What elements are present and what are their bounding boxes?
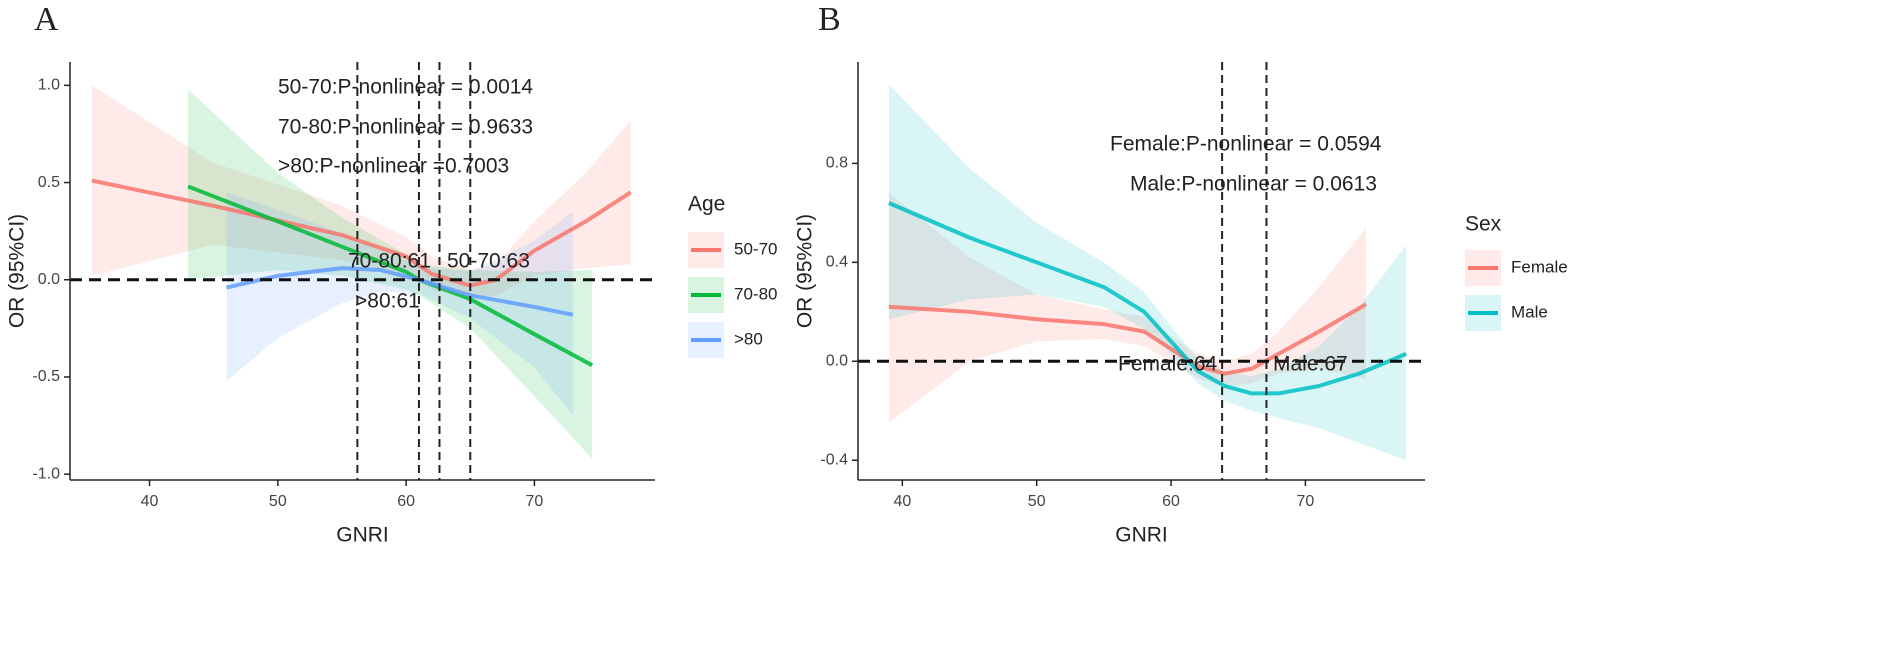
annotation: Female:P-nonlinear = 0.0594: [1110, 133, 1382, 156]
legend-label: 70-80: [734, 284, 777, 303]
confidence-band: [888, 84, 1407, 461]
x-tick-label: 70: [526, 493, 544, 510]
x-tick-label: 70: [1297, 493, 1315, 510]
x-axis-title: GNRI: [1115, 524, 1168, 547]
y-tick-label: -0.4: [820, 451, 848, 468]
y-tick-label: 0.8: [826, 155, 848, 172]
legend-title: Age: [688, 193, 725, 216]
fit-line: [888, 201, 1407, 396]
annotation: 70-80:P-nonlinear = 0.9633: [278, 116, 533, 139]
confidence-band: [226, 192, 573, 416]
y-tick-label: 1.0: [38, 77, 60, 94]
y-tick-label: 0.0: [826, 352, 848, 369]
legend-label: Male: [1511, 302, 1548, 321]
x-tick-label: 60: [397, 493, 415, 510]
x-tick-label: 50: [1028, 493, 1046, 510]
fit-line: [187, 184, 594, 368]
y-tick-label: -0.5: [32, 368, 60, 385]
y-tick-label: -1.0: [32, 465, 60, 482]
legend-label: >80: [734, 329, 763, 348]
y-tick-label: 0.5: [38, 174, 60, 191]
x-tick-label: 60: [1162, 493, 1180, 510]
annotation: >80:P-nonlinear =0.7003: [278, 155, 509, 178]
confidence-band: [888, 193, 1366, 424]
y-tick-label: 0.4: [826, 254, 848, 271]
panel-label: A: [34, 1, 59, 38]
legend-label: 50-70: [734, 239, 777, 258]
annotation: Male:P-nonlinear = 0.0613: [1130, 173, 1377, 196]
confidence-band: [91, 85, 631, 300]
annotation: Male:67: [1273, 353, 1348, 376]
annotation: 70-80:61: [348, 250, 431, 273]
x-tick-label: 40: [141, 493, 159, 510]
legend-label: Female: [1511, 257, 1568, 276]
x-axis-title: GNRI: [336, 524, 389, 547]
annotation: 50-70:P-nonlinear = 0.0014: [278, 76, 533, 99]
y-axis-title: OR (95%CI): [6, 214, 29, 328]
x-tick-label: 50: [269, 493, 287, 510]
y-tick-label: 0.0: [38, 271, 60, 288]
x-tick-label: 40: [893, 493, 911, 510]
annotation: Female:64: [1118, 353, 1218, 376]
fit-line: [226, 266, 574, 317]
panel-label: B: [818, 1, 841, 38]
annotation: >80:61: [355, 290, 420, 313]
y-axis-title: OR (95%CI): [794, 214, 817, 328]
legend-title: Sex: [1465, 213, 1502, 236]
annotation: 50-70:63: [447, 250, 530, 273]
